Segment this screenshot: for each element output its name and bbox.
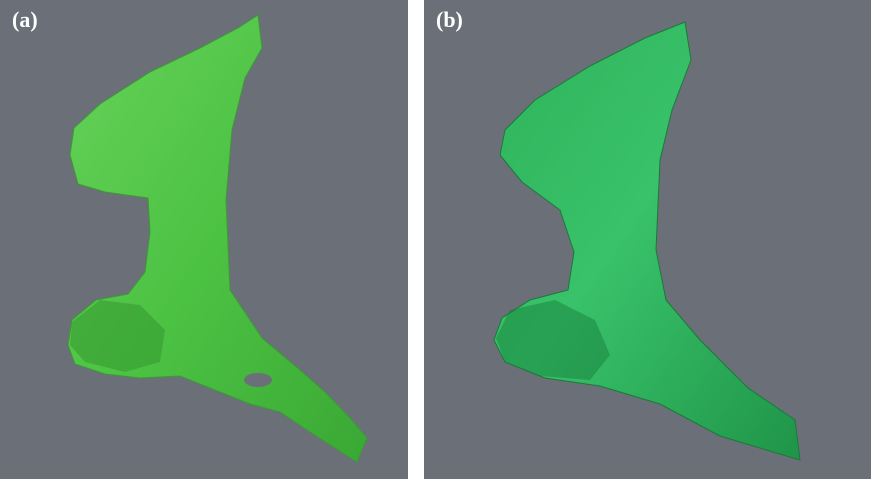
figure: (a) (b) [0, 0, 871, 479]
panel-label: (a) [12, 7, 38, 32]
hole [244, 373, 272, 387]
panel-label: (b) [436, 7, 463, 32]
